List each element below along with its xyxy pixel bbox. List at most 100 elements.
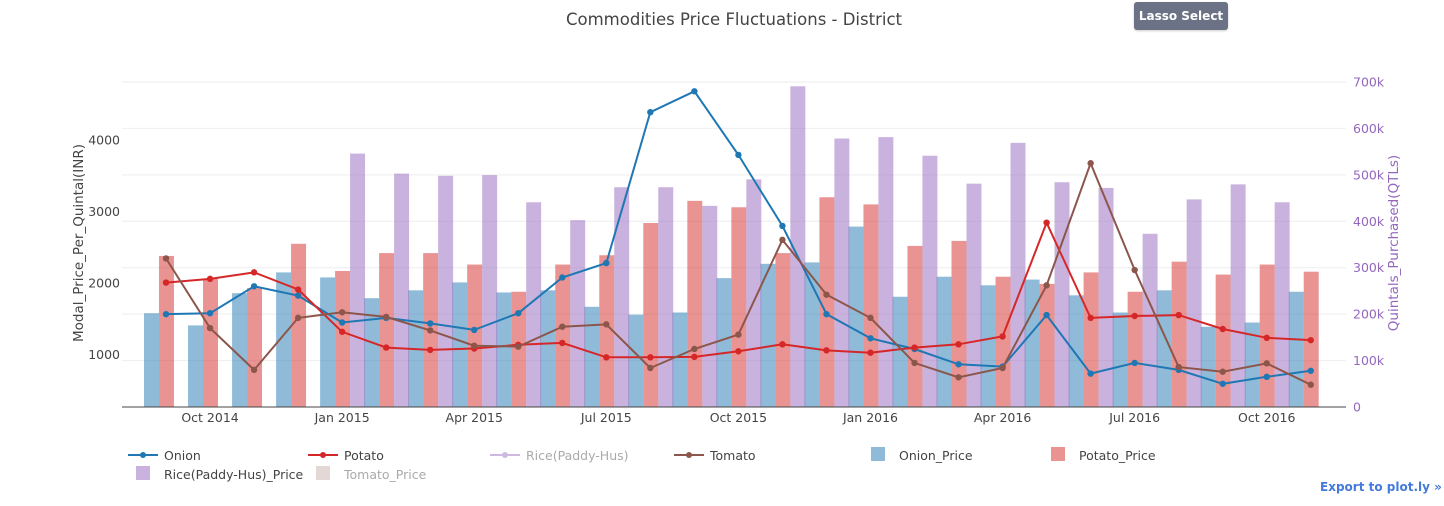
bar-rice-paddy-hus-price[interactable] [526, 202, 542, 407]
bar-onion-price[interactable] [936, 276, 952, 407]
point-potato[interactable] [999, 333, 1006, 340]
point-potato[interactable] [382, 344, 390, 351]
point-potato[interactable] [1043, 219, 1050, 226]
point-potato[interactable] [559, 339, 566, 347]
bar-rice-paddy-hus-price[interactable] [966, 183, 982, 407]
bar-onion-price[interactable] [892, 296, 908, 407]
legend-item-rice-paddy-hus[interactable]: Rice(Paddy-Hus) [490, 446, 629, 464]
bar-onion-price[interactable] [1068, 295, 1084, 407]
point-potato[interactable] [603, 354, 610, 361]
point-potato[interactable] [206, 275, 214, 283]
point-tomato[interactable] [338, 309, 346, 316]
export-to-plotly-link[interactable]: Export to plot.ly » [1320, 480, 1442, 494]
bar-potato-price[interactable] [599, 255, 615, 407]
bar-potato-price[interactable] [687, 200, 703, 407]
bar-rice-paddy-hus-price[interactable] [1230, 184, 1246, 407]
point-tomato[interactable] [1307, 381, 1314, 388]
bar-onion-price[interactable] [1156, 290, 1172, 407]
bar-onion-price[interactable] [232, 293, 248, 407]
bar-potato-price[interactable] [1039, 283, 1055, 407]
bar-rice-paddy-hus-price[interactable] [746, 179, 762, 407]
point-tomato[interactable] [735, 331, 742, 338]
legend-item-onion[interactable]: Onion [128, 446, 201, 464]
point-potato[interactable] [162, 279, 170, 286]
bar-onion-price[interactable] [188, 325, 204, 407]
point-tomato[interactable] [250, 366, 258, 374]
bar-onion-price[interactable] [144, 313, 159, 407]
bar-rice-paddy-hus-price[interactable] [790, 86, 806, 407]
bar-onion-price[interactable] [980, 285, 996, 407]
bar-rice-paddy-hus-price[interactable] [570, 220, 586, 407]
point-potato[interactable] [1131, 312, 1138, 320]
bar-potato-price[interactable] [731, 207, 747, 407]
bar-potato-price[interactable] [775, 253, 791, 407]
bar-potato-price[interactable] [555, 264, 571, 407]
bar-rice-paddy-hus-price[interactable] [1098, 187, 1114, 407]
point-onion[interactable] [1263, 373, 1270, 381]
bar-potato-price[interactable] [863, 204, 879, 407]
bar-rice-paddy-hus-price[interactable] [1054, 182, 1070, 407]
point-potato[interactable] [1175, 311, 1182, 319]
point-potato[interactable] [955, 341, 962, 348]
bar-potato-price[interactable] [379, 253, 395, 407]
point-onion[interactable] [691, 88, 698, 95]
bar-potato-price[interactable] [907, 245, 923, 407]
bar-onion-price[interactable] [1200, 326, 1216, 407]
point-tomato[interactable] [382, 313, 390, 321]
point-tomato[interactable] [867, 314, 874, 322]
point-tomato[interactable] [471, 342, 478, 349]
bar-onion-price[interactable] [584, 306, 600, 407]
point-potato[interactable] [294, 286, 302, 293]
point-onion[interactable] [294, 292, 302, 299]
bar-rice-paddy-hus-price[interactable] [878, 137, 894, 407]
lasso-select-button[interactable]: Lasso Select [1134, 2, 1228, 30]
point-tomato[interactable] [1131, 266, 1138, 274]
bar-potato-price[interactable] [203, 278, 218, 407]
bar-potato-price[interactable] [158, 255, 174, 407]
bar-onion-price[interactable] [320, 277, 336, 407]
point-potato[interactable] [1087, 314, 1094, 322]
point-onion[interactable] [206, 310, 214, 317]
bar-potato-price[interactable] [467, 264, 483, 407]
point-tomato[interactable] [1263, 360, 1270, 367]
point-tomato[interactable] [603, 321, 610, 328]
bar-onion-price[interactable] [848, 226, 864, 407]
point-tomato[interactable] [1175, 363, 1182, 371]
bar-onion-price[interactable] [804, 262, 820, 407]
bar-onion-price[interactable] [1112, 312, 1128, 407]
legend-item-potato[interactable]: Potato [308, 446, 384, 464]
point-tomato[interactable] [1219, 368, 1226, 375]
point-onion[interactable] [1131, 359, 1138, 367]
legend-item-tomato-price[interactable]: Tomato_Price [308, 465, 426, 483]
point-tomato[interactable] [779, 236, 786, 244]
point-tomato[interactable] [823, 291, 830, 298]
point-potato[interactable] [1219, 325, 1226, 333]
point-onion[interactable] [162, 310, 170, 318]
bar-onion-price[interactable] [1024, 279, 1040, 407]
bar-potato-price[interactable] [1083, 272, 1099, 407]
bar-onion-price[interactable] [672, 312, 688, 407]
bar-rice-paddy-hus-price[interactable] [834, 138, 850, 407]
point-tomato[interactable] [647, 364, 654, 372]
point-tomato[interactable] [294, 314, 302, 322]
point-onion[interactable] [250, 283, 258, 290]
point-onion[interactable] [955, 361, 962, 368]
point-tomato[interactable] [1087, 160, 1094, 167]
bar-potato-price[interactable] [995, 276, 1011, 407]
bar-potato-price[interactable] [951, 240, 967, 407]
legend-item-tomato[interactable]: Tomato [674, 446, 756, 464]
bar-onion-price[interactable] [452, 282, 468, 407]
point-potato[interactable] [647, 354, 654, 361]
point-potato[interactable] [427, 346, 434, 354]
bar-potato-price[interactable] [247, 288, 263, 407]
point-potato[interactable] [867, 349, 874, 356]
point-potato[interactable] [1307, 336, 1314, 344]
point-onion[interactable] [515, 310, 522, 317]
bar-rice-paddy-hus-price[interactable] [482, 175, 498, 407]
bar-rice-paddy-hus-price[interactable] [614, 187, 630, 407]
point-potato[interactable] [691, 353, 698, 361]
legend-item-rice-paddy-hus-price[interactable]: Rice(Paddy-Hus)_Price [128, 465, 303, 483]
point-onion[interactable] [603, 259, 610, 267]
bar-rice-paddy-hus-price[interactable] [438, 175, 454, 407]
legend-item-potato-price[interactable]: Potato_Price [1043, 446, 1156, 464]
